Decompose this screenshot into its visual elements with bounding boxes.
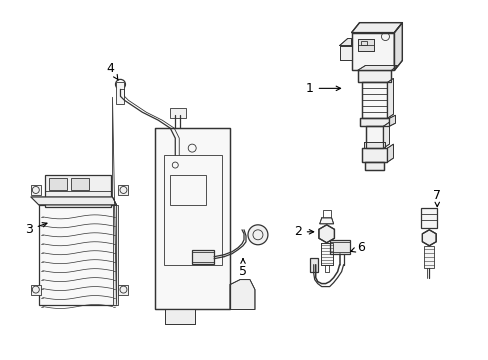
Bar [116,82,124,104]
Polygon shape [155,128,229,310]
Bar [322,210,330,218]
Polygon shape [351,23,402,32]
Text: 7: 7 [432,189,440,207]
Polygon shape [364,162,384,170]
Polygon shape [357,66,397,71]
Bar [309,258,317,272]
Polygon shape [365,126,383,148]
Polygon shape [422,230,435,246]
Bar [118,285,128,294]
Polygon shape [319,218,333,224]
Bar [192,250,214,264]
Polygon shape [339,45,351,60]
Polygon shape [394,23,402,71]
Bar [360,41,366,45]
Polygon shape [363,142,385,148]
Bar [424,246,433,268]
Polygon shape [386,144,393,162]
Text: 4: 4 [106,62,118,80]
Polygon shape [388,115,395,126]
Bar [329,242,349,252]
Bar [170,108,186,118]
Bar [357,39,373,50]
Circle shape [247,225,267,245]
Circle shape [115,80,125,89]
Bar [357,39,373,50]
Text: 1: 1 [305,82,340,95]
Bar [192,252,214,262]
Polygon shape [361,148,386,162]
Bar [112,205,118,305]
Bar [118,185,128,195]
Bar [49,178,66,190]
Bar [170,175,206,205]
Bar [39,205,116,305]
Polygon shape [383,122,388,148]
Polygon shape [320,243,332,265]
Polygon shape [339,39,351,45]
Polygon shape [357,71,390,82]
Polygon shape [229,280,254,310]
Bar [45,175,110,207]
Polygon shape [361,82,386,118]
Polygon shape [351,32,394,71]
Polygon shape [318,225,334,243]
Text: 2: 2 [293,225,313,238]
Polygon shape [359,118,388,126]
Text: 3: 3 [25,222,47,236]
Text: 6: 6 [350,241,365,254]
Bar [164,155,222,265]
Bar [31,185,41,195]
Polygon shape [31,197,116,205]
Bar [329,240,349,254]
Polygon shape [165,310,195,324]
Text: 5: 5 [239,259,246,278]
Polygon shape [386,78,393,118]
Bar [421,208,436,228]
Bar [31,285,41,294]
Bar [71,178,88,190]
